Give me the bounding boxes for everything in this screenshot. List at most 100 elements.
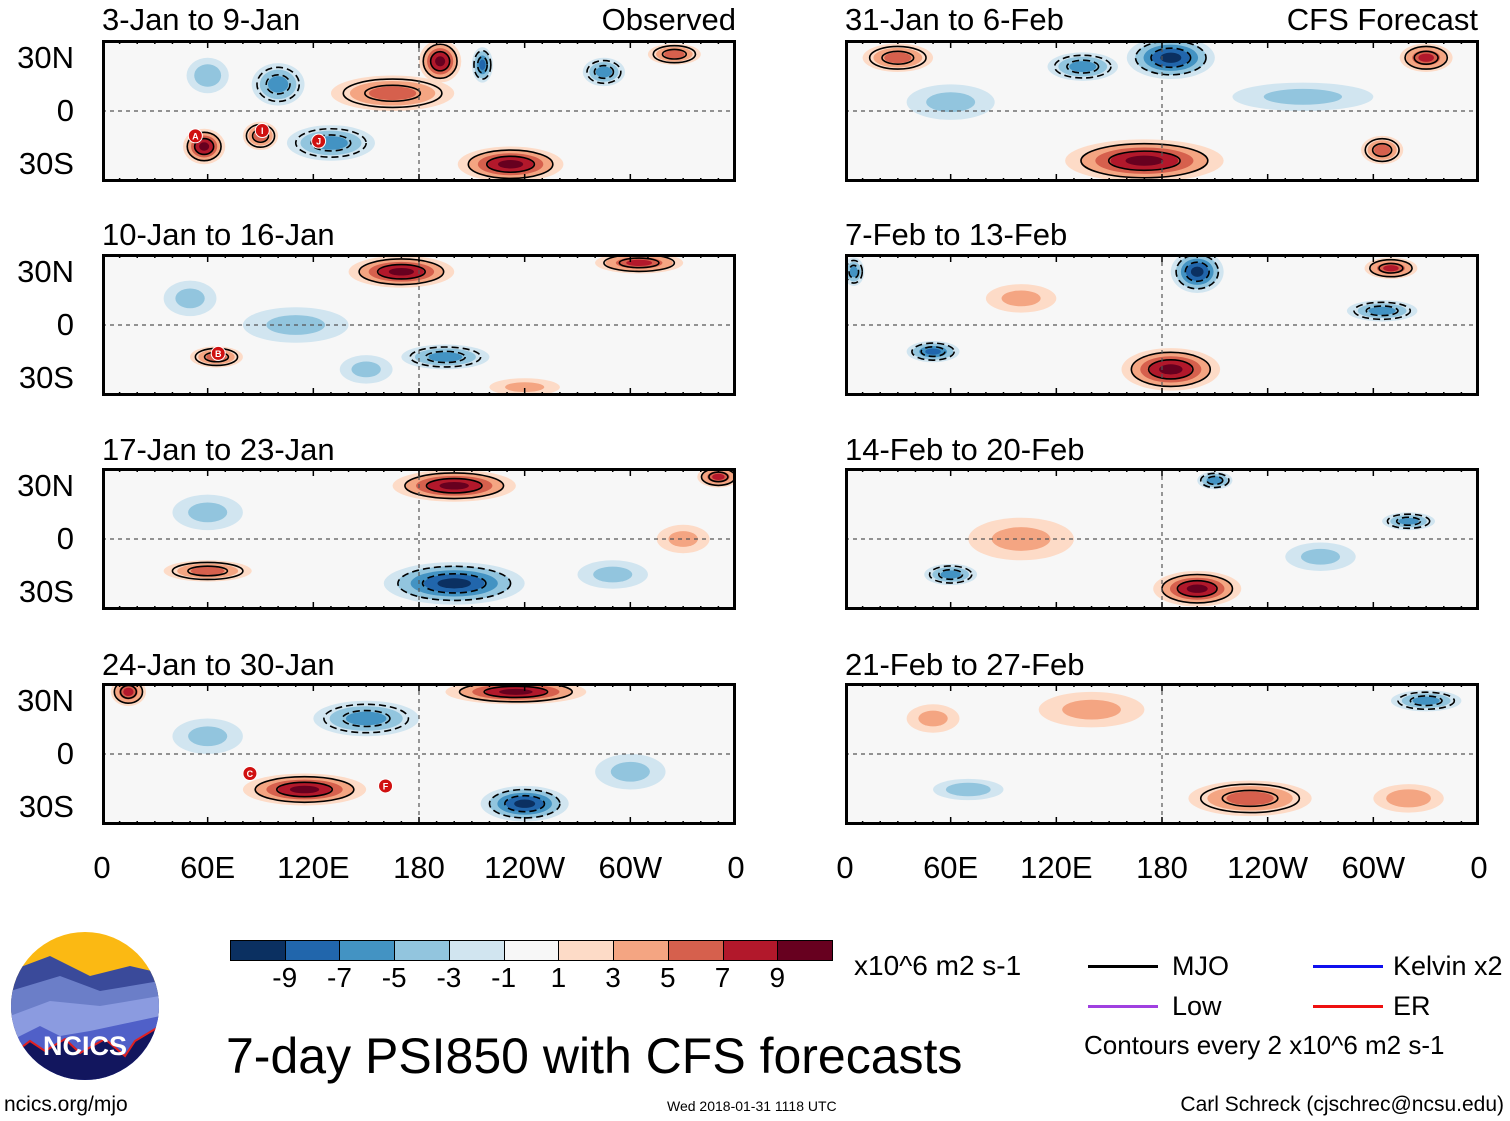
ncics-logo: NCICS [11, 932, 159, 1080]
negative-anomaly-shading [1300, 548, 1341, 565]
legend-line-low [1088, 1005, 1158, 1008]
legend-line-kelvin [1313, 965, 1383, 968]
tropical-cyclone-marker: F [378, 778, 394, 794]
mjo-contour [1080, 142, 1209, 179]
negative-anomaly-shading [175, 288, 205, 309]
timestamp: Wed 2018-01-31 1118 UTC [667, 1098, 837, 1114]
author-credit: Carl Schreck (cjschrec@ncsu.edu) [1180, 1093, 1504, 1116]
colorbar-tick-label: -7 [327, 962, 352, 993]
mjo-contour [404, 472, 505, 500]
mjo-contour [504, 794, 546, 813]
negative-anomaly-shading [428, 352, 463, 362]
negative-anomaly-shading [1412, 696, 1440, 705]
positive-anomaly-shading [1418, 53, 1434, 62]
panel-title-2: 10-Jan to 16-Jan [102, 217, 335, 252]
colorbar-swatch [613, 940, 669, 961]
negative-anomaly-shading [188, 726, 228, 747]
positive-anomaly-shading [289, 785, 320, 794]
mjo-contour [1176, 579, 1218, 598]
mjo-contour [911, 342, 955, 361]
mjo-contour [1395, 516, 1422, 527]
negative-anomaly-shading [437, 578, 471, 589]
map-frame [845, 683, 1479, 825]
negative-anomaly-shading [610, 761, 650, 782]
mjo-contour [1066, 59, 1100, 74]
site-link[interactable]: ncics.org/mjo [4, 1093, 128, 1116]
mjo-contour [1364, 137, 1400, 163]
mjo-contour [1206, 475, 1224, 486]
colorbar-tick-label: -9 [272, 962, 298, 993]
negative-anomaly-shading [945, 782, 991, 797]
lat-label: 30N [17, 467, 74, 503]
map-panel-forecast-2 [845, 254, 1479, 396]
colorbar-tick-label: -5 [381, 962, 407, 993]
positive-anomaly-shading [497, 160, 524, 169]
mjo-contour [294, 127, 367, 158]
lat-label: 30S [18, 146, 74, 182]
positive-anomaly-shading [626, 259, 653, 267]
mjo-contour [1130, 351, 1212, 388]
mjo-contour [593, 64, 615, 80]
storm-id-label: A [192, 131, 199, 141]
mjo-contour [425, 477, 483, 494]
map-panel-forecast-4 [845, 683, 1479, 825]
mjo-contour [421, 572, 487, 594]
mjo-contour [341, 709, 391, 728]
positive-anomaly-shading [1159, 364, 1183, 375]
mjo-contour [1353, 301, 1412, 321]
storm-id-label: F [383, 781, 389, 791]
storm-id-label: J [316, 137, 321, 147]
colorbar-swatch [394, 940, 450, 961]
mjo-contour [1404, 45, 1449, 70]
mjo-contour [488, 788, 561, 819]
mjo-contour [618, 257, 660, 269]
lon-label: 60W [1341, 850, 1406, 885]
negative-anomaly-shading [514, 799, 536, 808]
colorbar-tick-label: -3 [436, 962, 462, 993]
positive-anomaly-shading [1062, 699, 1121, 720]
map-panel-observed-3 [102, 468, 736, 610]
tropical-cyclone-marker: J [311, 133, 327, 149]
colorbar-swatch [284, 940, 341, 961]
mjo-contour [928, 565, 973, 584]
lon-label: 120E [277, 850, 350, 885]
positive-anomaly-shading [884, 52, 912, 64]
colorbar-unit: x10^6 m2 s-1 [854, 950, 1022, 981]
negative-anomaly-shading [351, 361, 381, 378]
mjo-contour [1199, 783, 1301, 814]
mjo-contour [483, 685, 549, 699]
lon-label: 0 [836, 850, 854, 885]
mjo-contour [265, 73, 291, 95]
positive-anomaly-shading [1383, 265, 1399, 272]
colorbar-tick-label: 9 [769, 962, 786, 993]
mjo-contour [1371, 142, 1393, 158]
tropical-cyclone-marker: A [187, 128, 203, 144]
legend-line-mjo [1088, 965, 1158, 968]
tropical-cyclone-marker: I [254, 123, 270, 139]
positive-anomaly-shading [499, 688, 533, 695]
negative-anomaly-shading [593, 566, 633, 583]
negative-anomaly-shading [1398, 517, 1419, 525]
mjo-contour [364, 84, 422, 103]
colorbar-tick-label: 1 [550, 962, 567, 993]
panel-title-6: 7-Feb to 13-Feb [845, 217, 1068, 252]
mjo-contour [113, 683, 144, 705]
mjo-contour [1378, 262, 1404, 274]
negative-anomaly-shading [1263, 88, 1343, 105]
legend-label-kelvin: Kelvin x2 [1393, 951, 1503, 981]
mjo-contour [881, 50, 915, 65]
negative-anomaly-shading [267, 76, 289, 93]
lat-label: 0 [56, 93, 74, 128]
positive-anomaly-shading [664, 50, 685, 59]
positive-anomaly-shading [918, 710, 948, 727]
lat-label: 30S [18, 574, 74, 610]
positive-anomaly-shading [435, 56, 446, 67]
positive-anomaly-shading [439, 481, 469, 490]
mjo-contour [275, 781, 334, 798]
mjo-contour [937, 568, 964, 581]
observed-label: Observed [601, 2, 736, 37]
map-frame [102, 468, 736, 610]
mjo-contour [358, 258, 445, 286]
negative-anomaly-shading [479, 59, 486, 71]
mjo-contour [1397, 691, 1456, 711]
